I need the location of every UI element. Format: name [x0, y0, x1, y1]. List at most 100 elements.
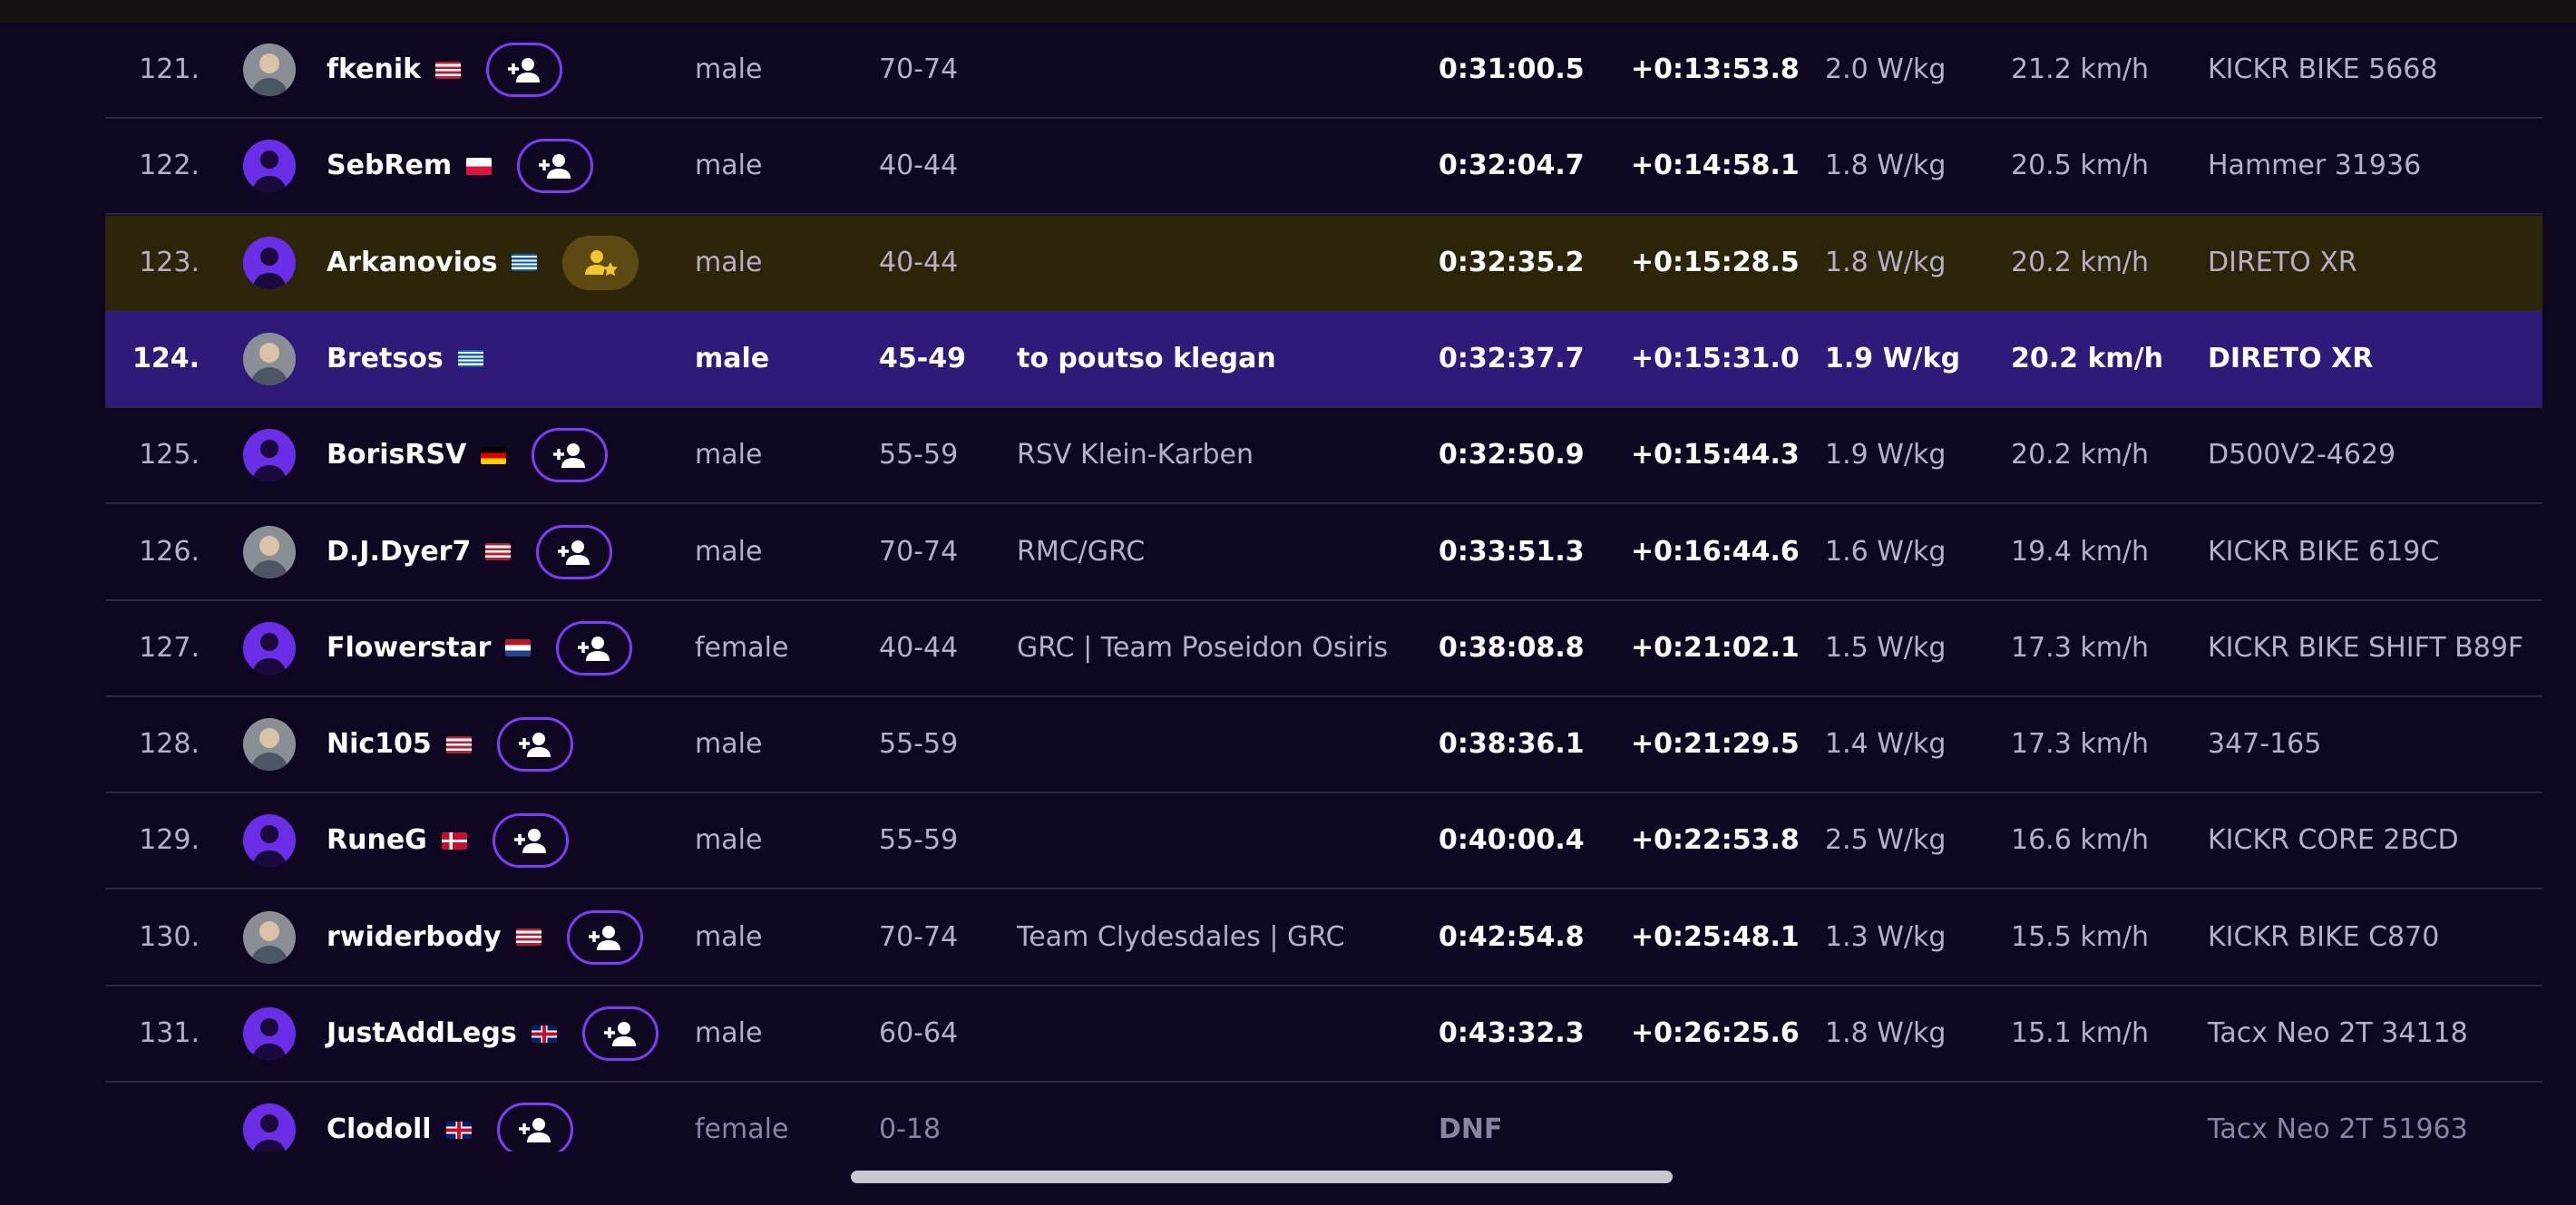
- speed: 17.3 km/h: [2011, 728, 2150, 761]
- result-row[interactable]: 125. BorisRSV male 55-59 RSV Klein-Karben 0:3…: [105, 408, 2542, 505]
- gap: +0:21:29.5: [1631, 728, 1800, 761]
- team: RMC/GRC: [1017, 535, 1146, 568]
- name-cell: rwiderbody: [327, 890, 643, 985]
- trainer: KICKR BIKE C870: [2208, 920, 2440, 953]
- result-row[interactable]: 127. Flowerstar female 40-44 GRC | Team Pose…: [105, 601, 2542, 697]
- result-row[interactable]: 126. D.J.Dyer7 male 70-74 RMC/GRC 0:33:51.3 +0…: [105, 505, 2542, 601]
- user-name: RuneG: [327, 824, 427, 857]
- gender: male: [695, 439, 763, 471]
- gap: +0:22:53.8: [1631, 824, 1800, 857]
- speed: 20.2 km/h: [2011, 246, 2150, 278]
- follow-button[interactable]: [556, 620, 633, 675]
- time: 0:33:51.3: [1439, 535, 1585, 568]
- follow-button[interactable]: [581, 1006, 659, 1061]
- watts-per-kg: 1.9 W/kg: [1825, 439, 1947, 471]
- time: 0:38:36.1: [1439, 728, 1585, 761]
- rank: 127.: [139, 631, 200, 664]
- user-name: Bretsos: [327, 342, 444, 374]
- gap: +0:21:02.1: [1631, 631, 1800, 664]
- flag: [441, 831, 467, 850]
- time: 0:32:04.7: [1439, 150, 1585, 182]
- trainer: KICKR CORE 2BCD: [2208, 824, 2459, 857]
- result-row[interactable]: 123. Arkanovios male 40-44 0:32:35.2 +0:15:28…: [105, 215, 2542, 312]
- speed: 15.1 km/h: [2011, 1017, 2150, 1049]
- name-cell: JustAddLegs: [327, 986, 659, 1081]
- result-row[interactable]: 129. RuneG male 55-59 0:40:00.4 +0:22:53.8 2.5…: [105, 793, 2542, 890]
- follow-button[interactable]: [486, 43, 563, 97]
- rank: 126.: [139, 535, 200, 568]
- time: 0:40:00.4: [1439, 824, 1585, 857]
- follow-button[interactable]: [496, 717, 573, 773]
- rank: 129.: [139, 824, 200, 857]
- time: 0:32:37.7: [1439, 342, 1585, 374]
- follow-button[interactable]: [517, 139, 594, 194]
- rank: 121.: [139, 53, 200, 85]
- gender: male: [695, 535, 763, 568]
- result-row[interactable]: 121. fkenik male 70-74 0:31:00.5 +0:13:53.8 2.…: [105, 23, 2542, 119]
- result-row[interactable]: 124. Bretsos male 45-49 to poutso klegan 0:32…: [105, 311, 2542, 408]
- team: Team Clydesdales | GRC: [1017, 920, 1345, 953]
- avatar: [243, 814, 296, 868]
- gender: female: [695, 631, 789, 664]
- follow-button[interactable]: [562, 235, 639, 290]
- age-group: 70-74: [879, 535, 959, 568]
- rank: 124.: [132, 342, 200, 374]
- speed: 15.5 km/h: [2011, 920, 2150, 953]
- rank: 130.: [139, 920, 200, 953]
- gender: male: [695, 150, 763, 182]
- watts-per-kg: 1.6 W/kg: [1825, 535, 1947, 568]
- time: 0:42:54.8: [1439, 920, 1585, 953]
- speed: 20.5 km/h: [2011, 150, 2150, 182]
- flag: [531, 1025, 557, 1043]
- top-bar: [0, 0, 2576, 23]
- gap: +0:13:53.8: [1631, 53, 1800, 85]
- gender: male: [695, 824, 763, 857]
- flag: [505, 639, 532, 657]
- result-row[interactable]: 128. Nic105 male 55-59 0:38:36.1 +0:21:29.5 1.…: [105, 697, 2542, 794]
- watts-per-kg: 1.8 W/kg: [1825, 246, 1947, 278]
- follow-button[interactable]: [492, 813, 569, 869]
- watts-per-kg: 1.8 W/kg: [1825, 150, 1947, 182]
- avatar: [243, 621, 296, 675]
- age-group: 40-44: [879, 631, 959, 664]
- gender: male: [695, 342, 770, 374]
- user-name: D.J.Dyer7: [327, 535, 472, 568]
- result-row[interactable]: Clodoll female 0-18 DNF Tacx Neo 2T 51963: [105, 1083, 2542, 1152]
- rank: 122.: [139, 150, 200, 182]
- name-cell: Arkanovios: [327, 216, 639, 310]
- result-row[interactable]: 122. SebRem male 40-44 0:32:04.7 +0:14:58.1 1.…: [105, 119, 2542, 216]
- team: GRC | Team Poseidon Osiris: [1017, 631, 1389, 664]
- watts-per-kg: 1.3 W/kg: [1825, 920, 1947, 953]
- gender: male: [695, 246, 763, 278]
- gap: +0:15:28.5: [1631, 246, 1800, 278]
- name-cell: fkenik: [327, 23, 563, 117]
- result-row[interactable]: 131. JustAddLegs male 60-64 0:43:32.3 +0:26:2…: [105, 986, 2542, 1083]
- follow-button[interactable]: [536, 524, 613, 579]
- name-cell: SebRem: [327, 119, 594, 213]
- results-list: 121. fkenik male 70-74 0:31:00.5 +0:13:53.8 2.…: [0, 23, 2576, 1152]
- user-name: Nic105: [327, 728, 432, 761]
- gap: +0:14:58.1: [1631, 150, 1800, 182]
- avatar: [243, 332, 296, 385]
- trainer: DIRETO XR: [2208, 246, 2357, 278]
- gap: +0:15:44.3: [1631, 439, 1800, 471]
- avatar: [243, 718, 296, 772]
- follow-button[interactable]: [496, 1103, 573, 1152]
- result-row[interactable]: 130. rwiderbody male 70-74 Team Clydesdales …: [105, 890, 2542, 986]
- age-group: 0-18: [879, 1113, 942, 1146]
- trainer: Tacx Neo 2T 34118: [2208, 1017, 2468, 1049]
- speed: 19.4 km/h: [2011, 535, 2150, 568]
- follow-button[interactable]: [566, 909, 643, 965]
- name-cell: BorisRSV: [327, 408, 609, 502]
- time: DNF: [1439, 1113, 1503, 1146]
- trainer: KICKR BIKE 619C: [2208, 535, 2440, 568]
- follow-button[interactable]: [532, 428, 609, 483]
- trainer: D500V2-4629: [2208, 439, 2396, 471]
- time: 0:43:32.3: [1439, 1017, 1585, 1049]
- trainer: KICKR BIKE SHIFT B89F: [2208, 631, 2524, 664]
- trainer: 347-165: [2208, 728, 2322, 761]
- gender: female: [695, 1113, 789, 1146]
- rank: 128.: [139, 728, 200, 761]
- user-name: BorisRSV: [327, 439, 467, 471]
